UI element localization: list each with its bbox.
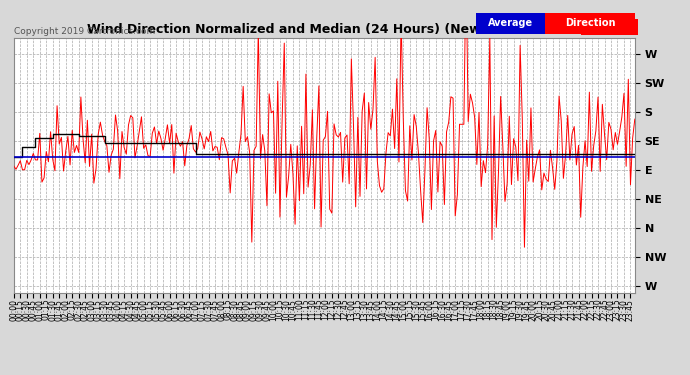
Title: Wind Direction Normalized and Median (24 Hours) (New) 20190825: Wind Direction Normalized and Median (24… [88, 23, 561, 36]
Text: Direction: Direction [584, 22, 635, 32]
Text: Direction: Direction [564, 18, 615, 28]
Text: Average: Average [590, 22, 635, 32]
Text: Average: Average [488, 18, 533, 28]
Text: Copyright 2019 Cartronics.com: Copyright 2019 Cartronics.com [14, 27, 155, 36]
